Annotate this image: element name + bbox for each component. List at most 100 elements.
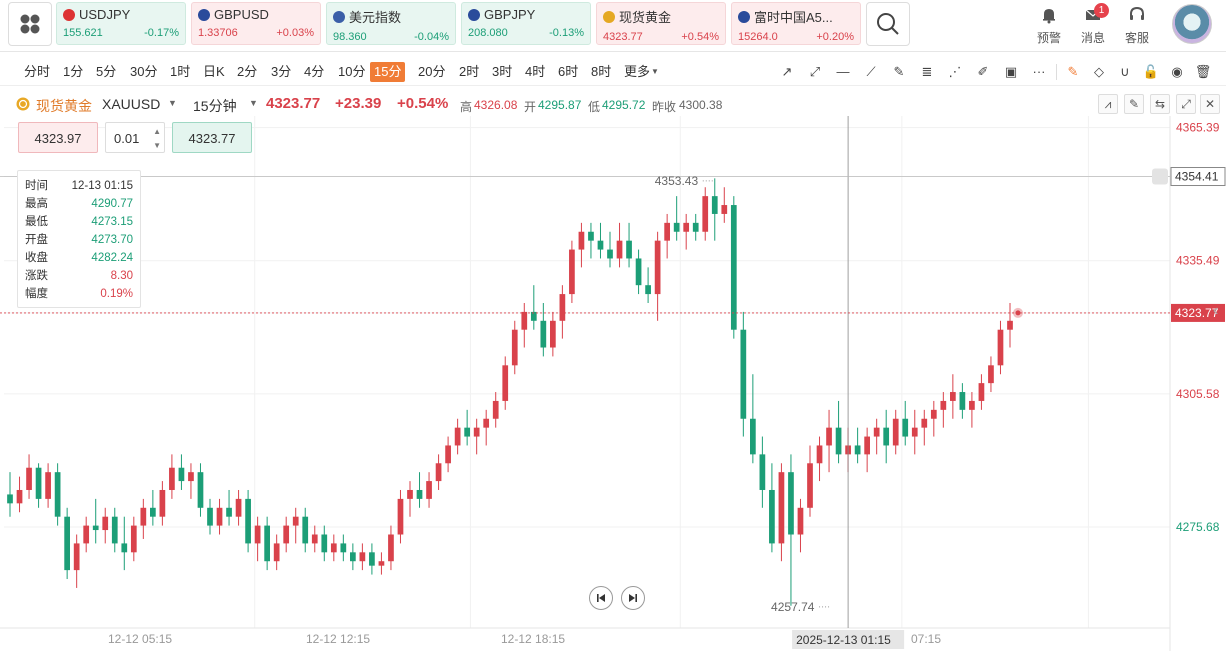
search-button[interactable] — [866, 2, 910, 46]
horizontal-line-icon[interactable]: — — [836, 64, 850, 79]
period-4[interactable]: 1时 — [170, 64, 191, 79]
period-11[interactable]: 20分 — [418, 64, 446, 79]
symbol-card-2[interactable]: 美元指数 98.360 -0.04% — [326, 2, 456, 45]
scroll-start-button[interactable] — [589, 586, 613, 610]
bell-icon — [1043, 9, 1055, 24]
indicator-icon[interactable]: ⩘ — [1098, 94, 1118, 114]
period-6[interactable]: 2分 — [237, 64, 258, 79]
stepper-down-icon[interactable]: ▼ — [153, 141, 161, 150]
close-icon[interactable]: ✕ — [1200, 94, 1220, 114]
high-value: 4326.08 — [474, 98, 518, 112]
low-value: 4273.15 — [91, 216, 133, 228]
sell-price-button[interactable]: 4323.77 — [172, 122, 252, 153]
candle-body — [35, 467, 42, 499]
period-17[interactable]: 更多 — [624, 64, 651, 79]
symbol-code[interactable]: XAUUSD — [102, 96, 161, 112]
symbol-card-0[interactable]: USDJPY 155.621 -0.17% — [56, 2, 186, 45]
headset-icon — [1130, 6, 1144, 20]
time-label: 时间 — [25, 180, 48, 192]
period-8[interactable]: 4分 — [304, 64, 325, 79]
stepper-up-icon[interactable]: ▲ — [153, 127, 161, 136]
more-dropdown-icon[interactable]: ▼ — [651, 67, 659, 76]
symbol-card-price: 1.33706 — [198, 27, 238, 39]
candle-body — [930, 409, 937, 419]
alert-label: 预警 — [1036, 31, 1061, 45]
period-10[interactable]: 15分 — [370, 62, 406, 82]
period-16[interactable]: 8时 — [591, 64, 612, 79]
symbol-card-5[interactable]: 富时中国A5... 15264.0 +0.20% — [731, 2, 861, 45]
crosshair-time-tag — [792, 630, 905, 649]
candle-body — [597, 240, 604, 250]
alert-button[interactable]: 预警 — [1027, 6, 1071, 46]
candle-body — [169, 467, 175, 490]
symbol-card-4[interactable]: 现货黄金 4323.77 +0.54% — [596, 2, 726, 45]
symbol-card-1[interactable]: GBPUSD 1.33706 +0.03% — [191, 2, 321, 45]
avatar[interactable] — [1172, 4, 1212, 44]
message-badge: 1 — [1094, 3, 1109, 18]
candle-body — [188, 472, 194, 482]
period-9[interactable]: 10分 — [338, 64, 366, 79]
symbol-card-change: -0.17% — [144, 27, 179, 39]
symbol-card-price: 4323.77 — [603, 31, 643, 43]
period-5[interactable]: 日K — [203, 64, 225, 79]
period-7[interactable]: 3分 — [271, 64, 292, 79]
candle-body — [483, 418, 490, 428]
buy-price-button[interactable]: 4323.97 — [18, 122, 98, 153]
symbol-card-change: -0.04% — [414, 31, 449, 43]
candle-body — [997, 329, 1004, 366]
lot-stepper[interactable]: 0.01 ▲ ▼ — [105, 122, 165, 153]
candle-body — [826, 427, 832, 446]
candle-body — [178, 467, 185, 482]
brush-icon[interactable]: ✐ — [977, 64, 989, 79]
y-tick-label: 4323.77 — [1175, 306, 1219, 320]
interval-dropdown-icon[interactable]: ▼ — [249, 98, 258, 108]
symbol-card-3[interactable]: GBPJPY 208.080 -0.13% — [461, 2, 591, 45]
menu-button[interactable] — [8, 2, 52, 46]
period-2[interactable]: 5分 — [96, 64, 117, 79]
period-13[interactable]: 3时 — [492, 64, 513, 79]
period-3[interactable]: 30分 — [130, 64, 158, 79]
interval-label[interactable]: 15分钟 — [193, 98, 237, 114]
symbol-dropdown-icon[interactable]: ▼ — [168, 98, 177, 108]
candlestick-chart[interactable]: 4365.39 4354.41 4335.49 4323.77 4305.58 4275.… — [0, 116, 1226, 651]
lock-icon[interactable]: 🔓 — [1142, 64, 1160, 79]
candle-body — [683, 222, 690, 232]
draw-icon[interactable]: ✎ — [1124, 94, 1144, 114]
info-bar: 现货黄金 XAUUSD ▼ 15分钟 ▼ 4323.77 +23.39 +0.5… — [0, 92, 1226, 116]
magnet-icon[interactable]: ∪ — [1120, 64, 1130, 79]
compare-icon[interactable]: ⇆ — [1150, 94, 1170, 114]
period-15[interactable]: 6时 — [558, 64, 579, 79]
candle-body — [197, 472, 204, 508]
edit-icon[interactable]: ✎ — [1067, 64, 1079, 79]
fan-icon[interactable]: ⋰ — [948, 64, 962, 79]
candle-body — [873, 427, 880, 437]
eraser-icon[interactable]: ◇ — [1094, 64, 1104, 79]
fullscreen-icon[interactable]: ⤢ — [1176, 94, 1196, 114]
symbol-name[interactable]: 现货黄金 — [36, 98, 92, 114]
pen-icon[interactable]: ✎ — [893, 64, 905, 79]
candle-body — [854, 445, 861, 455]
service-button[interactable]: 客服 — [1115, 6, 1159, 46]
ray-icon[interactable]: ↗ — [781, 64, 793, 79]
period-12[interactable]: 2时 — [459, 64, 480, 79]
symbol-card-change: +0.54% — [681, 31, 719, 43]
scroll-end-button[interactable] — [621, 586, 645, 610]
fib-icon[interactable]: ≣ — [921, 64, 933, 79]
image-icon[interactable]: ▣ — [1004, 64, 1018, 79]
eye-icon[interactable]: ◉ — [1171, 64, 1183, 79]
candle-body — [530, 311, 537, 321]
candle-body — [159, 489, 166, 517]
extended-line-icon[interactable]: ⤢ — [809, 64, 821, 79]
period-0[interactable]: 分时 — [24, 64, 51, 79]
candle-body — [816, 445, 823, 464]
candle-body — [969, 400, 975, 410]
period-1[interactable]: 1分 — [63, 64, 84, 79]
candle-body — [311, 534, 318, 544]
candle-body — [711, 196, 718, 214]
candle-body — [664, 222, 670, 241]
period-14[interactable]: 4时 — [525, 64, 546, 79]
more-tools-icon[interactable]: ··· — [1032, 64, 1046, 79]
candle-body — [959, 392, 966, 410]
trash-icon[interactable]: 🗑 — [1194, 64, 1212, 79]
trend-icon[interactable]: ⟋ — [866, 64, 876, 79]
